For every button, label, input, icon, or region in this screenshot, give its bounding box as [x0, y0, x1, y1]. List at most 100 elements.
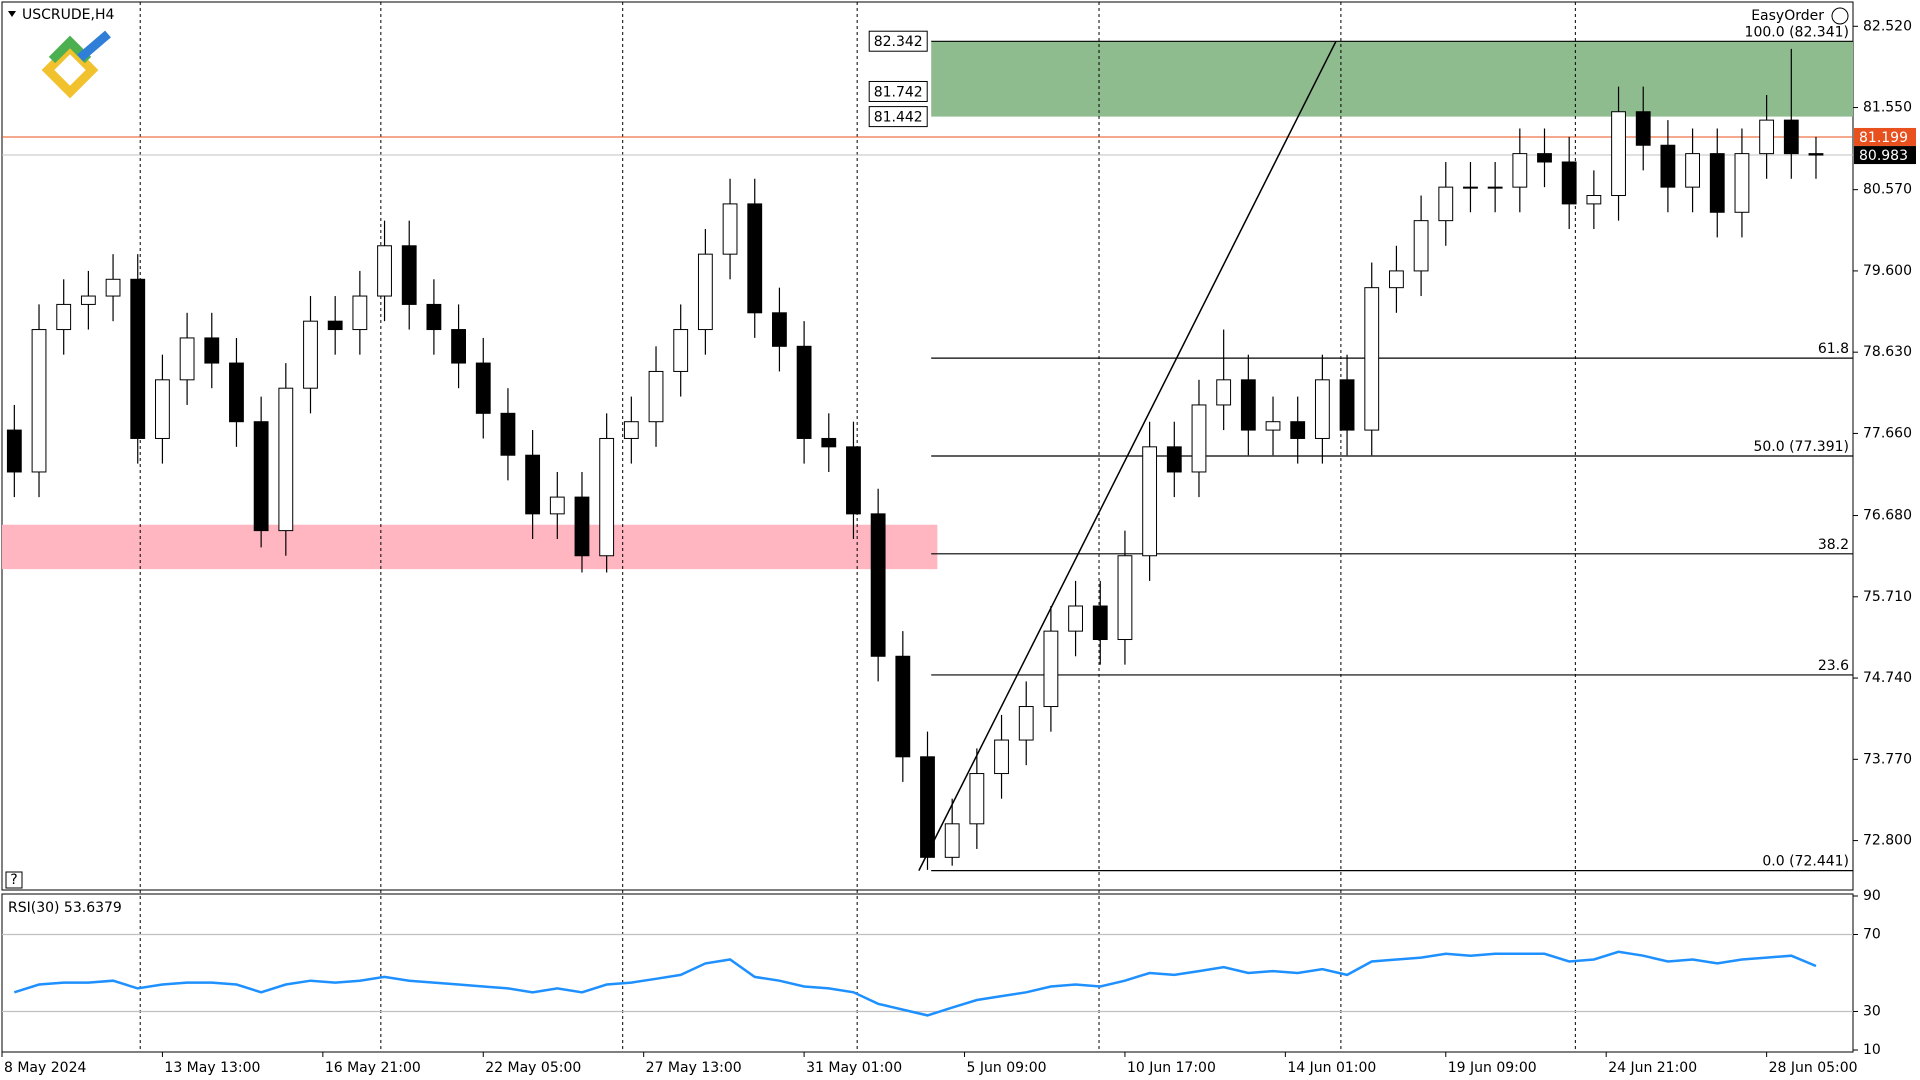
candle-body [1709, 153, 1725, 213]
candle-body [1537, 153, 1552, 163]
candle-body [1734, 153, 1750, 213]
y-tick-label: 30 [1863, 1004, 1881, 1020]
candle-body [1216, 379, 1232, 406]
help-button[interactable] [5, 871, 23, 889]
candle-body [1018, 706, 1034, 741]
candle-body [796, 345, 812, 439]
candle-body [1068, 605, 1083, 632]
zone [931, 41, 1853, 117]
candle-body [1586, 195, 1602, 205]
candle-body [80, 295, 96, 305]
candle-body [895, 655, 911, 758]
candle-body [105, 278, 121, 297]
x-tick-label: 28 Jun 05:00 [1769, 1060, 1858, 1076]
fib-label: 23.6 [1818, 658, 1849, 674]
candle-body [599, 437, 615, 557]
price-tag-box [868, 80, 928, 102]
candle-body [574, 496, 590, 557]
candle-body [229, 362, 244, 423]
easy-order[interactable]: EasyOrder [1751, 8, 1824, 24]
price-tag-box [868, 30, 928, 52]
x-tick-label: 5 Jun 09:00 [967, 1060, 1047, 1076]
candle-body [1043, 630, 1059, 708]
price-line-tag [1854, 146, 1916, 165]
price-tag: 81.442 [874, 110, 923, 126]
price-line-tag [1854, 127, 1916, 146]
candle-body [525, 454, 541, 515]
candle-body [253, 421, 269, 532]
zone [2, 524, 938, 570]
candle-body [1561, 161, 1577, 205]
rsi-title: RSI(30) 53.6379 [8, 900, 122, 916]
y-tick-label: 81.550 [1863, 100, 1912, 116]
candle-body [327, 320, 343, 331]
candle-body [1314, 379, 1330, 439]
candle-body [549, 496, 565, 515]
candle-body [31, 329, 47, 473]
candle-body [920, 756, 935, 858]
candle-body [426, 303, 442, 331]
candle-body [1660, 144, 1676, 188]
candle-body [969, 773, 985, 825]
x-tick-label: 19 Jun 09:00 [1448, 1060, 1537, 1076]
y-tick-label: 73.770 [1863, 751, 1912, 767]
y-tick-label: 74.740 [1863, 670, 1912, 686]
candle-body [870, 513, 886, 657]
candle-body [1092, 605, 1108, 641]
candle-body [772, 312, 787, 347]
candle-body [623, 421, 639, 439]
fib-label: 38.2 [1818, 537, 1849, 553]
rsi-panel [1, 893, 1854, 1053]
candle-body [451, 329, 466, 364]
y-tick-label: 79.600 [1863, 263, 1912, 279]
candle-body [6, 429, 22, 473]
smiley-icon[interactable] [1831, 7, 1849, 25]
candle-body [1611, 111, 1626, 197]
chart-title: USCRUDE,H4 [22, 7, 114, 23]
candle-body [1783, 119, 1799, 155]
candle-body [278, 387, 294, 532]
symbol-menu[interactable] [8, 11, 16, 17]
candle-body [747, 203, 763, 314]
x-tick-label: 27 May 13:00 [646, 1060, 742, 1076]
candle-body [155, 379, 170, 439]
price-tag: 81.742 [874, 84, 923, 100]
candle-body [648, 370, 664, 423]
y-tick-label: 90 [1863, 888, 1881, 904]
trend-line [918, 40, 1337, 871]
y-tick-label: 70 [1863, 927, 1881, 943]
candle-body [1364, 287, 1380, 431]
price-tag: 82.342 [874, 34, 923, 50]
x-tick-label: 13 May 13:00 [164, 1060, 260, 1076]
candle-body [1635, 111, 1651, 146]
candle-body [697, 253, 713, 331]
candle-body [475, 362, 491, 414]
candle-body [1265, 421, 1281, 431]
x-tick-label: 16 May 21:00 [325, 1060, 421, 1076]
candle-body [377, 245, 392, 297]
price-line-label: 80.983 [1859, 148, 1908, 164]
candle-body [821, 437, 837, 448]
y-tick-label: 10 [1863, 1042, 1881, 1058]
fib-label: 0.0 (72.441) [1762, 854, 1849, 870]
candle-body [722, 203, 738, 255]
y-tick-label: 72.800 [1863, 833, 1912, 849]
price-tag-box [868, 106, 928, 128]
fib-label: 61.8 [1818, 341, 1849, 357]
candle-body [994, 739, 1009, 775]
candle-body [130, 278, 146, 439]
logo [41, 30, 111, 99]
help-label[interactable]: ? [10, 872, 17, 888]
candle-body [1339, 379, 1355, 431]
y-tick-label: 82.520 [1863, 18, 1912, 34]
x-tick-label: 10 Jun 17:00 [1127, 1060, 1216, 1076]
fib-label: 50.0 (77.391) [1753, 439, 1849, 455]
price-line-label: 81.199 [1859, 130, 1908, 146]
candle-body [1191, 404, 1207, 473]
candle-body [1512, 153, 1528, 188]
candle-body [673, 329, 689, 372]
candle-body [401, 245, 417, 305]
